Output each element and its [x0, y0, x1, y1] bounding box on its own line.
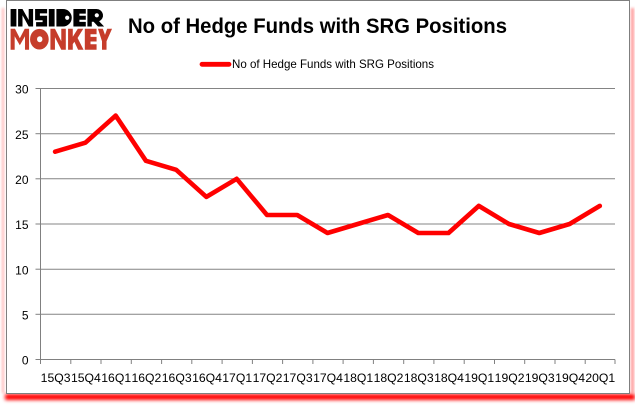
svg-text:16Q2: 16Q2: [131, 371, 161, 385]
svg-text:16Q3: 16Q3: [162, 371, 192, 385]
svg-text:No of Hedge Funds with SRG Pos: No of Hedge Funds with SRG Positions: [232, 57, 434, 71]
svg-text:20: 20: [15, 173, 29, 187]
svg-text:17Q2: 17Q2: [253, 371, 283, 385]
svg-text:No of Hedge Funds with SRG Pos: No of Hedge Funds with SRG Positions: [128, 14, 507, 38]
svg-text:17Q4: 17Q4: [313, 371, 343, 385]
svg-text:16Q4: 16Q4: [192, 371, 222, 385]
svg-text:19Q2: 19Q2: [495, 371, 525, 385]
svg-text:19Q1: 19Q1: [464, 371, 494, 385]
svg-text:17Q1: 17Q1: [222, 371, 252, 385]
svg-text:15Q3: 15Q3: [41, 371, 71, 385]
svg-text:17Q3: 17Q3: [283, 371, 313, 385]
svg-text:19Q4: 19Q4: [555, 371, 585, 385]
svg-text:5: 5: [22, 309, 29, 323]
svg-text:18Q4: 18Q4: [434, 371, 464, 385]
svg-text:30: 30: [15, 83, 29, 97]
svg-text:0: 0: [22, 354, 29, 368]
svg-text:15Q4: 15Q4: [71, 371, 101, 385]
svg-text:19Q3: 19Q3: [525, 371, 555, 385]
svg-text:18Q2: 18Q2: [374, 371, 404, 385]
svg-text:18Q1: 18Q1: [343, 371, 373, 385]
svg-text:10: 10: [15, 263, 29, 277]
svg-text:18Q3: 18Q3: [404, 371, 434, 385]
svg-text:25: 25: [15, 128, 29, 142]
svg-text:20Q1: 20Q1: [585, 371, 615, 385]
svg-text:15: 15: [15, 218, 29, 232]
svg-text:16Q1: 16Q1: [101, 371, 131, 385]
